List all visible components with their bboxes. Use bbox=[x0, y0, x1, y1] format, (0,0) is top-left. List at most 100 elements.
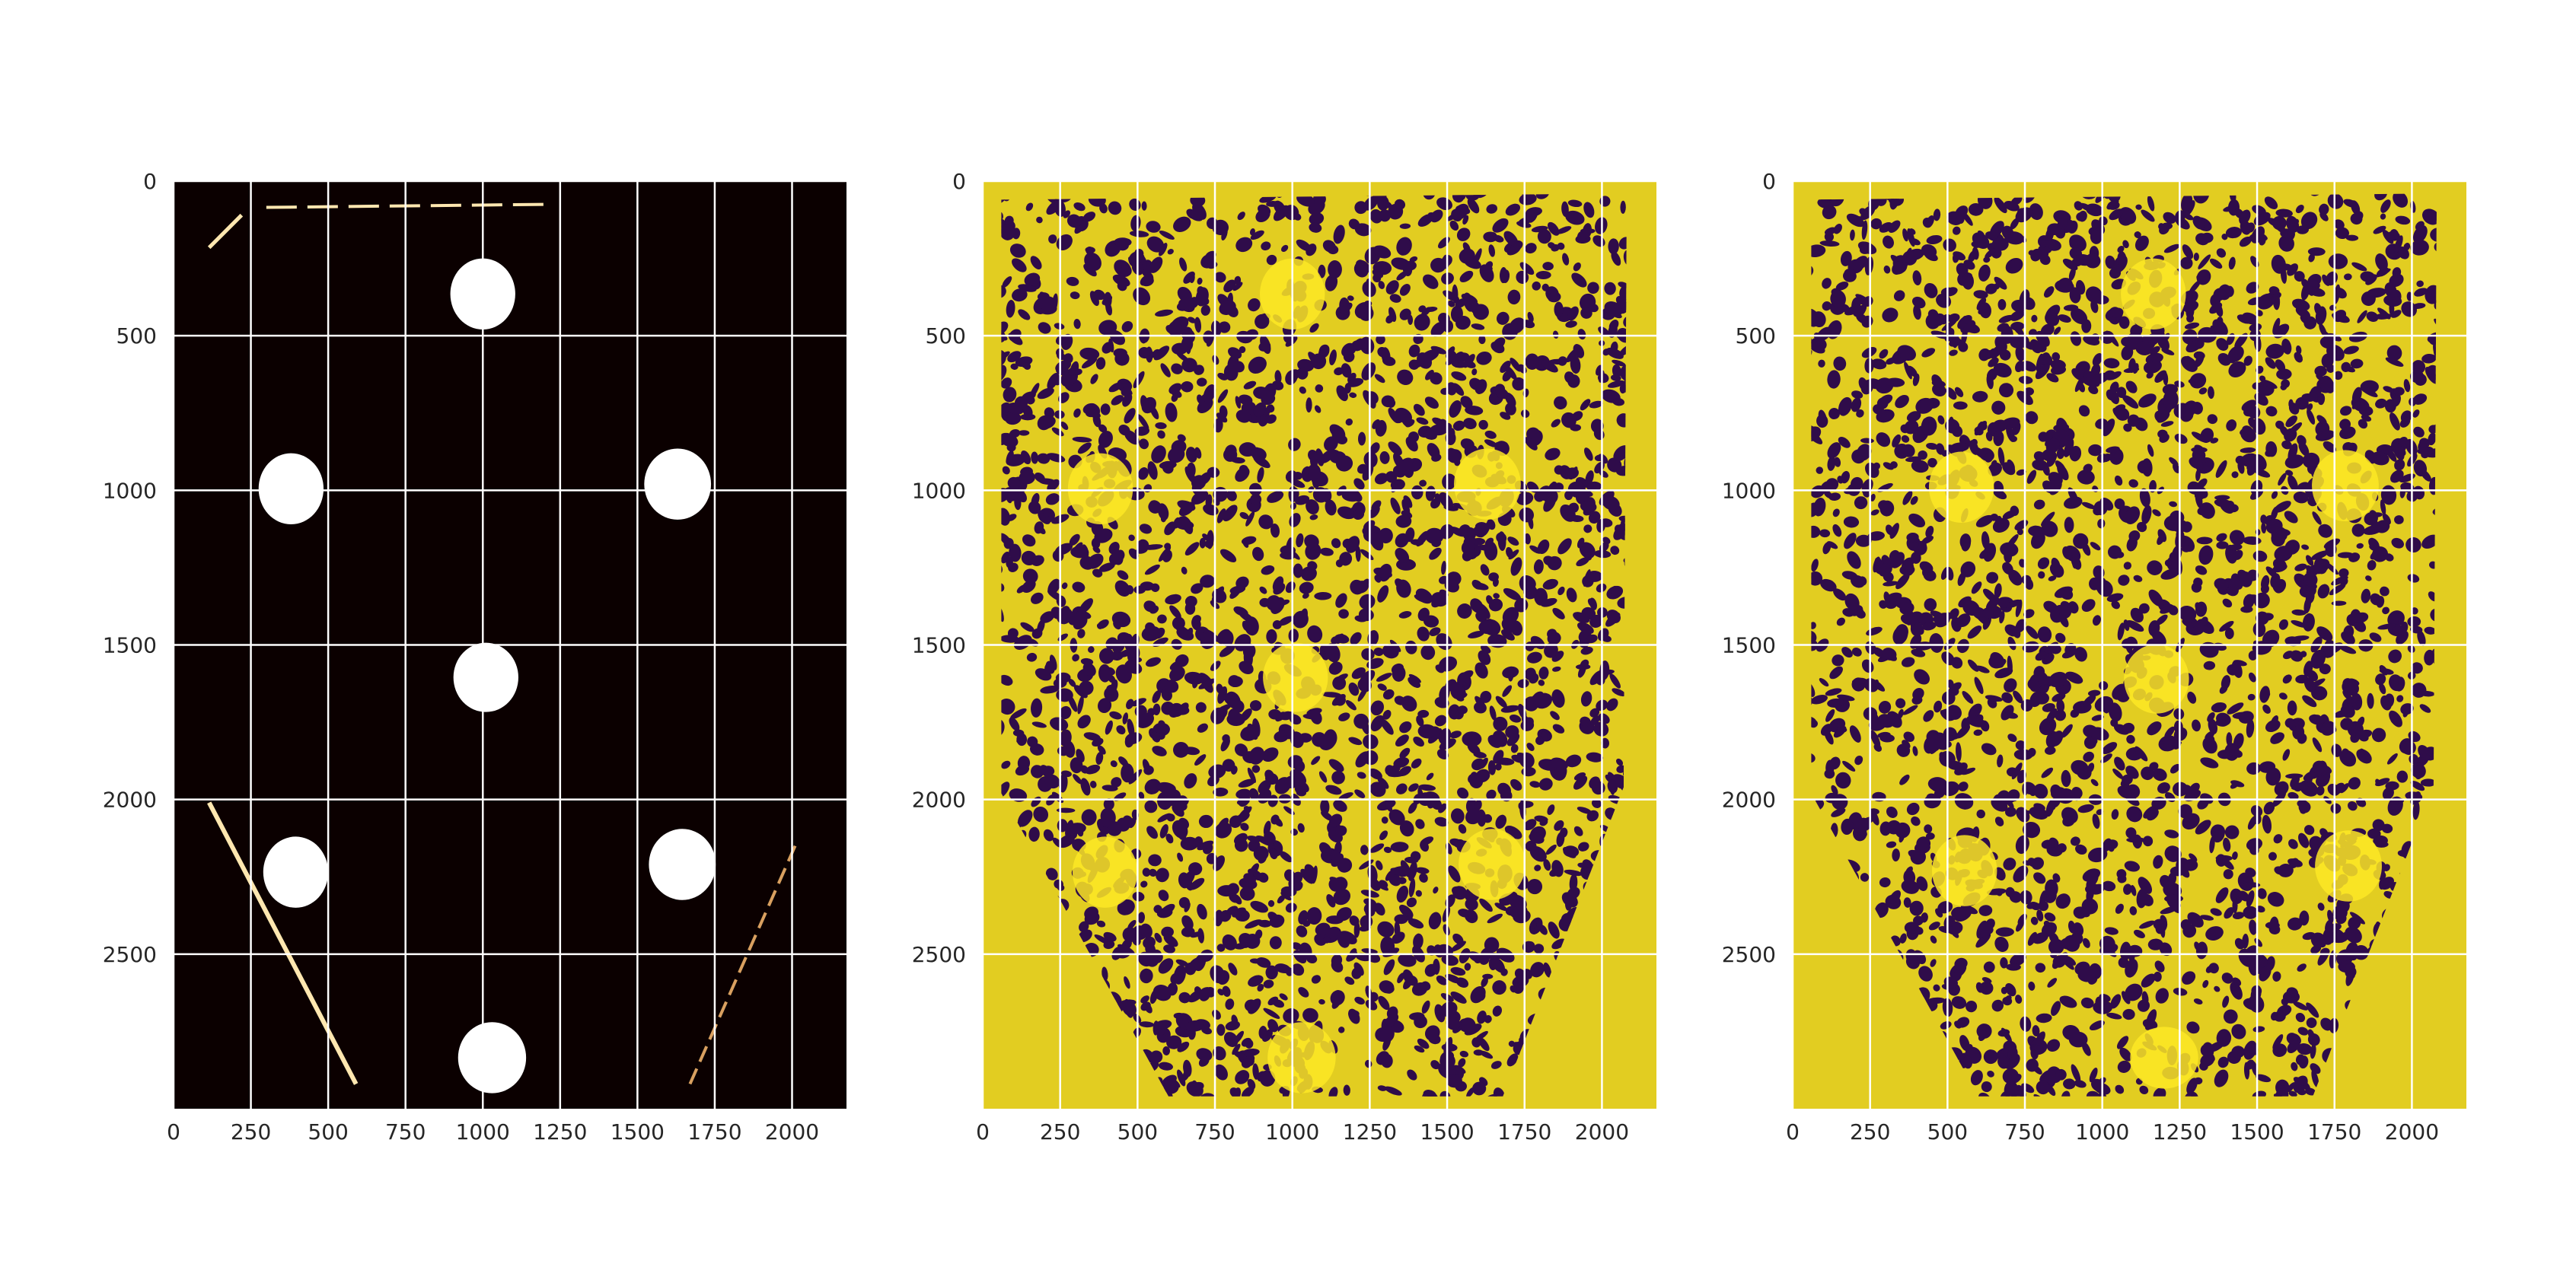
pore bbox=[1318, 999, 1325, 1005]
pore bbox=[1377, 776, 1389, 789]
pore bbox=[1239, 511, 1249, 520]
pore bbox=[1379, 451, 1390, 464]
pore bbox=[1261, 393, 1276, 406]
pore bbox=[1056, 595, 1066, 607]
pore bbox=[1222, 759, 1235, 772]
pore bbox=[2247, 693, 2256, 701]
pore bbox=[1138, 467, 1149, 480]
pore bbox=[1612, 359, 1626, 367]
pore bbox=[1098, 424, 1108, 433]
pore bbox=[1452, 420, 1465, 431]
pore bbox=[1508, 549, 1519, 560]
pore bbox=[1427, 945, 1436, 956]
pore bbox=[1261, 747, 1279, 762]
pore bbox=[1380, 718, 1394, 735]
pore bbox=[1197, 377, 1207, 387]
pore bbox=[1345, 418, 1353, 426]
pore bbox=[1390, 497, 1401, 514]
pore bbox=[1175, 654, 1189, 667]
pore bbox=[1122, 712, 1129, 724]
pore bbox=[1018, 309, 1031, 320]
pore bbox=[1315, 384, 1324, 393]
pore bbox=[1409, 256, 1418, 263]
pore bbox=[1370, 700, 1385, 716]
pore bbox=[1163, 934, 1178, 947]
pore bbox=[1232, 282, 1243, 291]
pore bbox=[1595, 365, 1603, 376]
pore bbox=[1348, 737, 1363, 746]
pore bbox=[1330, 990, 1345, 1006]
pore bbox=[1181, 336, 1194, 352]
pore bbox=[1065, 820, 1074, 839]
pore bbox=[1178, 501, 1195, 517]
pore bbox=[1359, 578, 1369, 593]
pore bbox=[1435, 664, 1445, 673]
pore bbox=[1148, 854, 1162, 867]
pore bbox=[1455, 205, 1471, 215]
pore bbox=[1551, 651, 1564, 662]
x-tick-label: 500 bbox=[1117, 1119, 1158, 1144]
inclusion-blob bbox=[1072, 836, 1138, 908]
pore bbox=[1579, 542, 1596, 559]
pore bbox=[1144, 778, 1161, 794]
pore bbox=[1399, 721, 1412, 734]
mask-blob bbox=[263, 836, 329, 908]
pore bbox=[1146, 826, 1158, 839]
pore bbox=[1492, 1005, 1503, 1017]
pore bbox=[1226, 490, 1237, 501]
pore bbox=[1263, 979, 1274, 988]
pore bbox=[1252, 546, 1264, 562]
pore bbox=[1460, 438, 1475, 450]
pore bbox=[1228, 708, 1241, 724]
pore bbox=[1541, 360, 1558, 373]
pore bbox=[1115, 664, 1132, 684]
pore bbox=[1612, 364, 1621, 378]
pore bbox=[1112, 274, 1130, 287]
pore bbox=[1140, 1001, 1151, 1011]
pore bbox=[1216, 944, 1226, 952]
pore bbox=[1082, 212, 1096, 222]
pore bbox=[1038, 295, 1057, 310]
pore bbox=[1331, 694, 1346, 706]
pore bbox=[1155, 422, 1167, 429]
pore bbox=[1338, 792, 1353, 801]
pore bbox=[1269, 848, 1278, 860]
pore bbox=[1319, 651, 1325, 657]
pore bbox=[1099, 648, 1114, 664]
y-tick-label: 1500 bbox=[912, 633, 966, 658]
pore bbox=[1349, 392, 1357, 398]
pore bbox=[1213, 787, 1229, 797]
pore bbox=[1437, 419, 1447, 429]
pore bbox=[1525, 353, 1540, 370]
pore bbox=[1337, 858, 1353, 873]
pore bbox=[1009, 717, 1020, 731]
pore bbox=[1043, 829, 1054, 842]
pore bbox=[1611, 251, 1621, 266]
pore bbox=[1318, 344, 1330, 357]
pore bbox=[1257, 466, 1264, 483]
pore bbox=[1458, 607, 1468, 614]
y-tick-label: 500 bbox=[926, 323, 966, 349]
pore bbox=[1337, 506, 1356, 520]
pore bbox=[1534, 815, 1548, 823]
pore bbox=[1159, 824, 1168, 839]
pore bbox=[1493, 716, 1508, 731]
pore bbox=[1050, 717, 1069, 731]
pore bbox=[1468, 774, 1477, 784]
pore bbox=[1832, 524, 1842, 537]
pore bbox=[1001, 674, 1013, 686]
pore bbox=[1015, 489, 1027, 503]
pore bbox=[1047, 372, 1060, 390]
pore bbox=[1598, 326, 1609, 336]
pore bbox=[1410, 539, 1424, 546]
pore bbox=[1258, 919, 1272, 928]
pore bbox=[1184, 602, 1196, 615]
pore bbox=[1471, 579, 1483, 590]
pore bbox=[1010, 363, 1019, 370]
pore bbox=[1564, 371, 1575, 384]
pore bbox=[1479, 898, 1493, 912]
pore bbox=[1386, 1006, 1398, 1020]
pore bbox=[1272, 576, 1284, 592]
pore bbox=[1434, 817, 1449, 827]
pore bbox=[1280, 599, 1290, 606]
